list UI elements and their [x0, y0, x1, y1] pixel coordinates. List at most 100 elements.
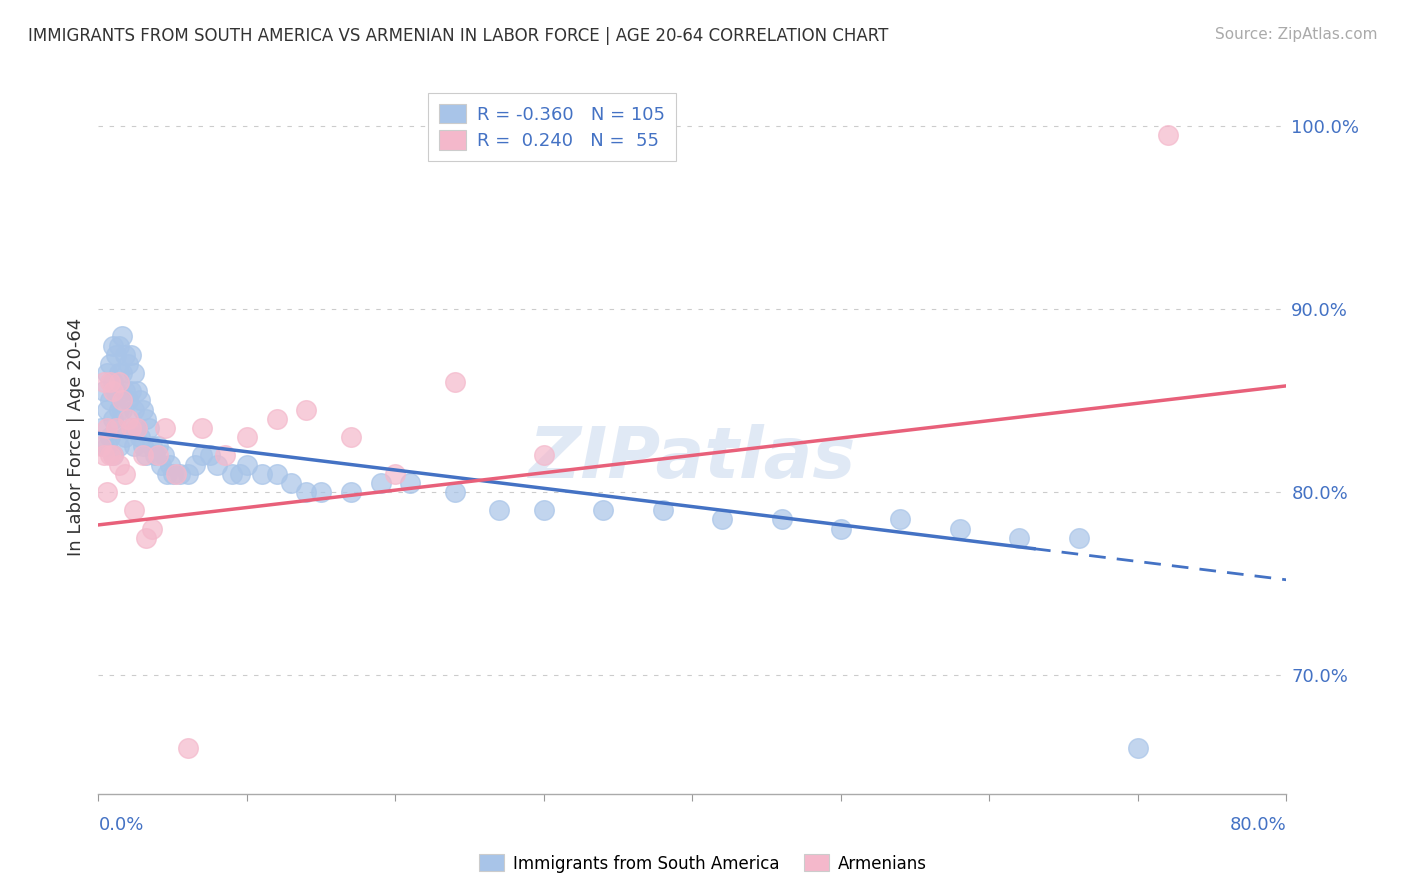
Point [149, 458, 172, 472]
Point [191, 421, 214, 435]
Point [120, 348, 142, 362]
Point [96, 485, 118, 500]
Point [114, 384, 136, 399]
Point [214, 449, 236, 463]
Point [830, 522, 852, 536]
Point [198, 449, 221, 463]
Point [90, 439, 112, 453]
Point [105, 421, 128, 435]
Point [651, 503, 673, 517]
Point [114, 348, 136, 362]
Point [111, 402, 134, 417]
Point [340, 485, 363, 500]
Point [108, 375, 131, 389]
Text: IMMIGRANTS FROM SOUTH AMERICA VS ARMENIAN IN LABOR FORCE | AGE 20-64 CORRELATION: IMMIGRANTS FROM SOUTH AMERICA VS ARMENIA… [28, 27, 889, 45]
Point [889, 512, 911, 526]
Point [98, 357, 121, 371]
Point [295, 402, 318, 417]
Point [98, 375, 121, 389]
Point [280, 475, 302, 490]
Point [135, 411, 157, 425]
Point [533, 449, 555, 463]
Point [105, 348, 128, 362]
Point [114, 467, 136, 481]
Point [236, 430, 259, 444]
Point [111, 393, 134, 408]
Point [236, 458, 259, 472]
Point [108, 439, 131, 453]
Point [205, 458, 228, 472]
Point [152, 449, 174, 463]
Point [949, 522, 972, 536]
Point [143, 449, 166, 463]
Point [309, 485, 332, 500]
Point [1126, 741, 1149, 756]
Point [103, 411, 125, 425]
Point [103, 375, 125, 389]
Point [295, 485, 318, 500]
Point [266, 467, 288, 481]
Point [138, 421, 160, 435]
Point [117, 357, 139, 371]
Point [111, 329, 134, 343]
Point [399, 475, 422, 490]
Point [122, 366, 145, 380]
Point [141, 522, 163, 536]
Point [146, 439, 169, 453]
Point [191, 449, 214, 463]
Point [108, 366, 131, 380]
Point [96, 402, 118, 417]
Point [105, 384, 128, 399]
Point [125, 421, 148, 435]
Point [93, 449, 115, 463]
Text: 80.0%: 80.0% [1230, 816, 1286, 834]
Point [96, 421, 118, 435]
Point [1067, 531, 1090, 545]
Text: ZIPatlas: ZIPatlas [529, 424, 856, 493]
Point [129, 430, 152, 444]
Point [122, 439, 145, 453]
Point [228, 467, 250, 481]
Point [250, 467, 273, 481]
Point [159, 458, 181, 472]
Point [90, 421, 112, 435]
Point [132, 439, 155, 453]
Point [122, 503, 145, 517]
Point [103, 384, 125, 399]
Point [105, 421, 128, 435]
Point [96, 366, 118, 380]
Point [384, 467, 406, 481]
Legend: Immigrants from South America, Armenians: Immigrants from South America, Armenians [472, 847, 934, 880]
Point [103, 449, 125, 463]
Point [711, 512, 734, 526]
Point [184, 458, 207, 472]
Point [103, 449, 125, 463]
Point [108, 338, 131, 352]
Y-axis label: In Labor Force | Age 20-64: In Labor Force | Age 20-64 [66, 318, 84, 557]
Point [111, 366, 134, 380]
Point [443, 375, 465, 389]
Point [98, 393, 121, 408]
Point [93, 375, 115, 389]
Point [117, 411, 139, 425]
Point [340, 430, 363, 444]
Point [122, 402, 145, 417]
Point [162, 467, 184, 481]
Text: Source: ZipAtlas.com: Source: ZipAtlas.com [1215, 27, 1378, 42]
Point [93, 439, 115, 453]
Point [221, 467, 243, 481]
Point [125, 384, 148, 399]
Point [533, 503, 555, 517]
Point [108, 458, 131, 472]
Point [370, 475, 392, 490]
Text: 0.0%: 0.0% [98, 816, 143, 834]
Point [117, 393, 139, 408]
Point [132, 402, 155, 417]
Point [1008, 531, 1031, 545]
Legend: R = -0.360   N = 105, R =  0.240   N =  55: R = -0.360 N = 105, R = 0.240 N = 55 [429, 93, 676, 161]
Point [114, 430, 136, 444]
Point [592, 503, 614, 517]
Point [98, 430, 121, 444]
Point [96, 439, 118, 453]
Point [98, 449, 121, 463]
